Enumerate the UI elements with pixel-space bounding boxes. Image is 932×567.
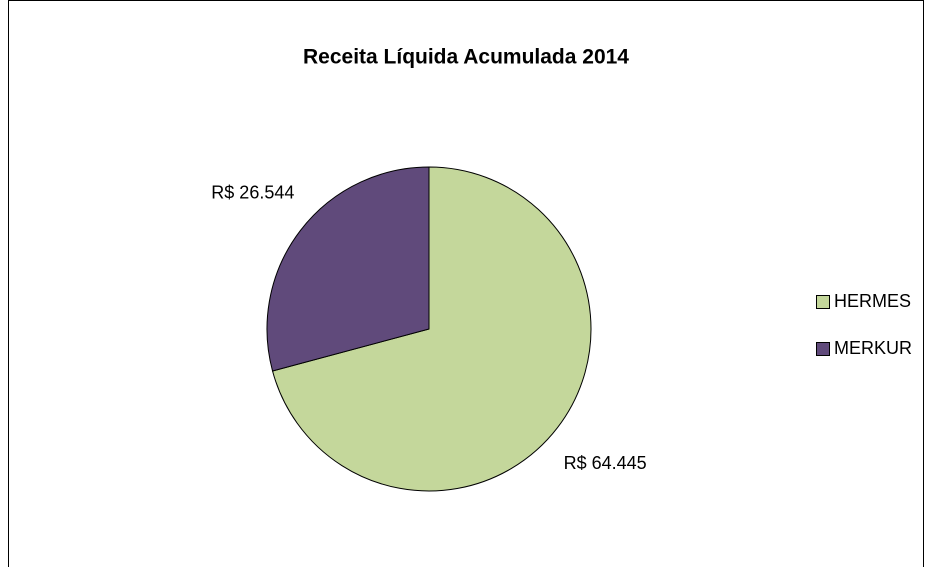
chart-title: Receita Líquida Acumulada 2014 — [303, 46, 629, 69]
legend-swatch — [816, 342, 830, 356]
legend-swatch — [816, 295, 830, 309]
pie-slice — [266, 166, 430, 372]
legend-label: MERKUR — [834, 338, 912, 358]
pie-slice — [271, 166, 592, 492]
data-label: R$ 26.544 — [211, 183, 294, 203]
legend-label: HERMES — [834, 291, 911, 311]
data-label: R$ 64.445 — [564, 453, 647, 473]
chart-frame — [8, 0, 924, 567]
